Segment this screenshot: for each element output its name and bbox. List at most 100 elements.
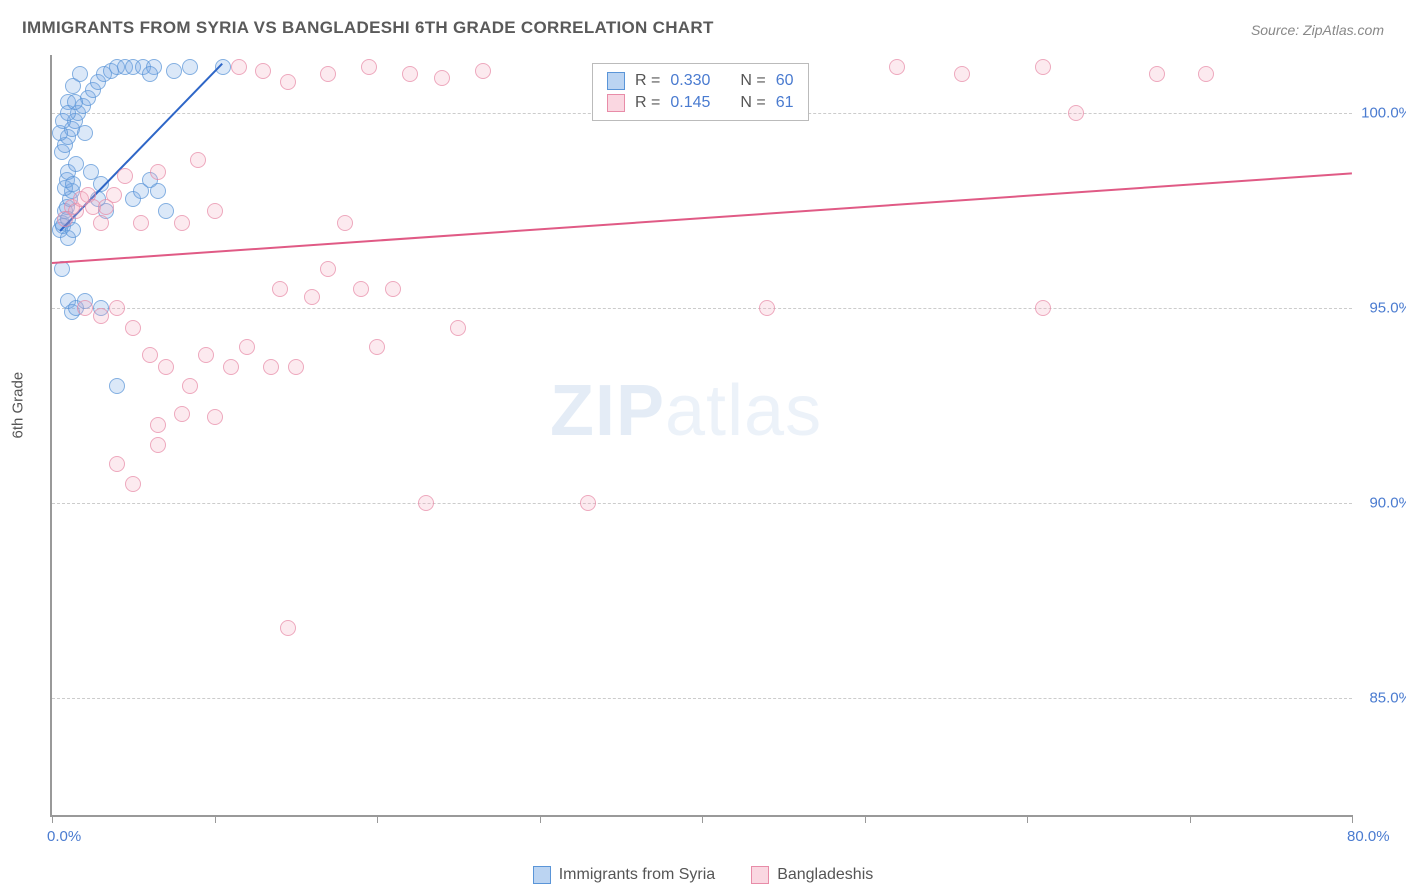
source-credit: Source: ZipAtlas.com bbox=[1251, 22, 1384, 38]
data-point bbox=[166, 63, 182, 79]
x-tick bbox=[377, 815, 378, 823]
data-point bbox=[150, 164, 166, 180]
data-point bbox=[263, 359, 279, 375]
data-point bbox=[1035, 300, 1051, 316]
data-point bbox=[125, 476, 141, 492]
data-point bbox=[434, 70, 450, 86]
data-point bbox=[150, 183, 166, 199]
gridline bbox=[52, 698, 1352, 699]
data-point bbox=[255, 63, 271, 79]
x-tick bbox=[1027, 815, 1028, 823]
trend-line bbox=[52, 172, 1352, 264]
y-tick-label: 90.0% bbox=[1357, 495, 1406, 512]
data-point bbox=[385, 281, 401, 297]
stats-row: R =0.330N =60 bbox=[607, 70, 794, 92]
legend-swatch bbox=[607, 94, 625, 112]
stat-n-value: 60 bbox=[776, 72, 794, 90]
data-point bbox=[174, 215, 190, 231]
stat-r-value: 0.330 bbox=[670, 72, 710, 90]
legend-item: Bangladeshis bbox=[751, 866, 873, 883]
x-tick-label: 80.0% bbox=[1347, 828, 1390, 845]
x-tick bbox=[540, 815, 541, 823]
stat-r-label: R = bbox=[635, 94, 660, 112]
data-point bbox=[207, 409, 223, 425]
x-tick bbox=[702, 815, 703, 823]
stat-r-value: 0.145 bbox=[670, 94, 710, 112]
data-point bbox=[475, 63, 491, 79]
data-point bbox=[280, 620, 296, 636]
x-tick bbox=[52, 815, 53, 823]
data-point bbox=[207, 203, 223, 219]
data-point bbox=[109, 378, 125, 394]
data-point bbox=[418, 495, 434, 511]
data-point bbox=[239, 339, 255, 355]
data-point bbox=[580, 495, 596, 511]
data-point bbox=[77, 125, 93, 141]
legend-item: Immigrants from Syria bbox=[533, 866, 715, 883]
data-point bbox=[288, 359, 304, 375]
data-point bbox=[320, 261, 336, 277]
data-point bbox=[1035, 59, 1051, 75]
data-point bbox=[117, 168, 133, 184]
data-point bbox=[361, 59, 377, 75]
data-point bbox=[142, 66, 158, 82]
data-point bbox=[272, 281, 288, 297]
data-point bbox=[65, 176, 81, 192]
data-point bbox=[93, 215, 109, 231]
data-point bbox=[402, 66, 418, 82]
x-tick bbox=[1190, 815, 1191, 823]
data-point bbox=[182, 59, 198, 75]
data-point bbox=[759, 300, 775, 316]
legend-label: Bangladeshis bbox=[777, 866, 873, 883]
data-point bbox=[231, 59, 247, 75]
data-point bbox=[1068, 105, 1084, 121]
data-point bbox=[67, 94, 83, 110]
data-point bbox=[133, 215, 149, 231]
y-axis-label: 6th Grade bbox=[10, 372, 27, 439]
data-point bbox=[68, 156, 84, 172]
stat-n-label: N = bbox=[740, 94, 765, 112]
gridline bbox=[52, 308, 1352, 309]
x-tick-label: 0.0% bbox=[47, 828, 81, 845]
data-point bbox=[223, 359, 239, 375]
stats-row: R = 0.145 N = 61 bbox=[607, 92, 794, 114]
data-point bbox=[109, 300, 125, 316]
data-point bbox=[77, 300, 93, 316]
bottom-legend: Immigrants from Syria Bangladeshis bbox=[0, 866, 1406, 884]
chart-title: IMMIGRANTS FROM SYRIA VS BANGLADESHI 6TH… bbox=[22, 18, 714, 38]
data-point bbox=[198, 347, 214, 363]
y-tick-label: 95.0% bbox=[1357, 300, 1406, 317]
gridline bbox=[52, 503, 1352, 504]
legend-swatch bbox=[533, 866, 551, 884]
data-point bbox=[72, 66, 88, 82]
data-point bbox=[369, 339, 385, 355]
x-tick bbox=[865, 815, 866, 823]
legend-label: Immigrants from Syria bbox=[559, 866, 715, 883]
data-point bbox=[1149, 66, 1165, 82]
y-tick-label: 85.0% bbox=[1357, 690, 1406, 707]
data-point bbox=[106, 187, 122, 203]
data-point bbox=[320, 66, 336, 82]
data-point bbox=[54, 261, 70, 277]
data-point bbox=[150, 417, 166, 433]
data-point bbox=[954, 66, 970, 82]
data-point bbox=[337, 215, 353, 231]
data-point bbox=[158, 203, 174, 219]
plot-area: 85.0%90.0%95.0%100.0%0.0%80.0%R =0.330N … bbox=[50, 55, 1352, 817]
stats-box: R =0.330N =60 R = 0.145 N = 61 bbox=[592, 63, 809, 121]
data-point bbox=[93, 308, 109, 324]
x-tick bbox=[1352, 815, 1353, 823]
data-point bbox=[158, 359, 174, 375]
y-tick-label: 100.0% bbox=[1357, 105, 1406, 122]
data-point bbox=[142, 347, 158, 363]
x-tick bbox=[215, 815, 216, 823]
data-point bbox=[304, 289, 320, 305]
legend-swatch bbox=[607, 72, 625, 90]
data-point bbox=[280, 74, 296, 90]
data-point bbox=[174, 406, 190, 422]
data-point bbox=[125, 320, 141, 336]
data-point bbox=[1198, 66, 1214, 82]
legend-swatch bbox=[751, 866, 769, 884]
stat-n-value: 61 bbox=[776, 94, 794, 112]
data-point bbox=[450, 320, 466, 336]
